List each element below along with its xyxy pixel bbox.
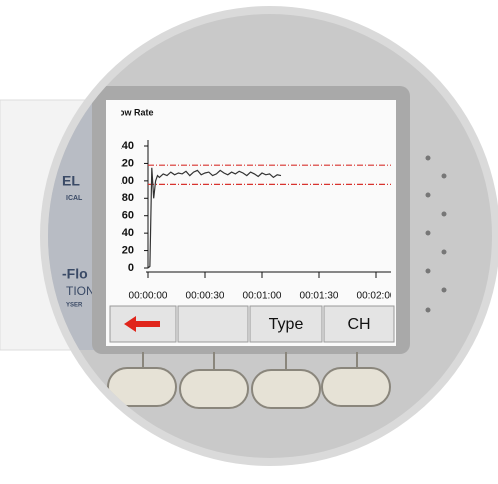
panel-text: TION bbox=[66, 284, 95, 298]
y-tick-label: 0 bbox=[128, 262, 134, 274]
panel-text: YSER bbox=[66, 303, 83, 309]
back-arrow bbox=[124, 316, 160, 332]
y-tick-label: 100 bbox=[116, 175, 134, 187]
hw-button[interactable] bbox=[321, 367, 391, 407]
x-tick-label: 00:01:30 bbox=[300, 291, 339, 302]
speaker-dots bbox=[425, 155, 447, 313]
hw-button[interactable] bbox=[251, 369, 321, 409]
softkey-label: CH bbox=[347, 316, 370, 333]
x-tick-label: 00:00:00 bbox=[129, 291, 168, 302]
softkey-bar: Type CH bbox=[109, 305, 395, 343]
hw-button[interactable] bbox=[107, 367, 177, 407]
softkey[interactable] bbox=[323, 305, 395, 343]
y-tick-label: 40 bbox=[122, 227, 134, 239]
panel-text: EL bbox=[62, 173, 80, 189]
panel-text: ICAL bbox=[66, 195, 83, 202]
x-tick-label: 00:01:00 bbox=[243, 291, 282, 302]
y-tick-label: 120 bbox=[116, 157, 134, 169]
y-tick-label: 140 bbox=[116, 140, 134, 152]
y-tick-label: 60 bbox=[122, 210, 134, 222]
chart-title: Flow Rate bbox=[111, 107, 154, 117]
hardware-buttons bbox=[107, 352, 391, 409]
x-tick-label: 00:02:00 bbox=[357, 291, 396, 302]
y-tick-label: 80 bbox=[122, 192, 134, 204]
softkey[interactable] bbox=[249, 305, 323, 343]
hw-button[interactable] bbox=[179, 369, 249, 409]
data-line bbox=[147, 167, 282, 269]
y-tick-label: 20 bbox=[122, 244, 134, 256]
softkey-label: Type bbox=[269, 316, 304, 333]
softkey[interactable] bbox=[177, 305, 249, 343]
screen bbox=[106, 100, 396, 346]
panel-text: -Flo bbox=[62, 266, 88, 282]
chart: Flow Rate 0 20 40 60 80 100 120 140 00:00:00 00:0… bbox=[111, 107, 396, 302]
x-tick-label: 00:00:30 bbox=[186, 291, 225, 302]
